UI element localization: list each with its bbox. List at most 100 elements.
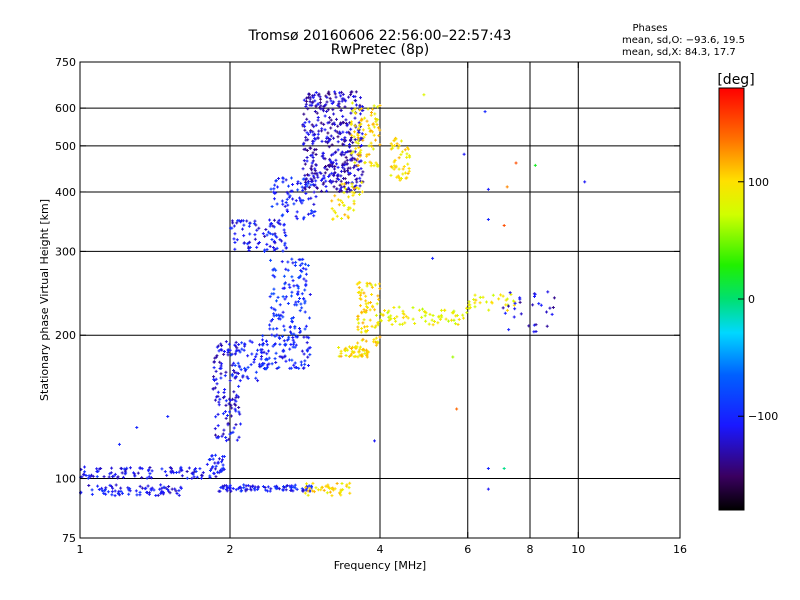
- data-point: [350, 182, 354, 186]
- data-point: [261, 338, 265, 342]
- data-point: [221, 466, 225, 470]
- data-point: [304, 138, 308, 142]
- data-point: [423, 310, 427, 314]
- data-point: [110, 484, 114, 488]
- data-point: [340, 217, 344, 221]
- data-point: [327, 145, 331, 149]
- data-point: [279, 313, 283, 317]
- data-point: [389, 165, 393, 169]
- data-point: [292, 332, 296, 336]
- data-point: [358, 304, 362, 308]
- data-point: [339, 108, 343, 112]
- data-point: [331, 488, 335, 492]
- data-point: [263, 485, 267, 489]
- data-point: [148, 491, 152, 495]
- data-point: [358, 122, 362, 126]
- data-point: [349, 151, 353, 155]
- data-point: [234, 340, 238, 344]
- data-point: [229, 403, 233, 407]
- data-point: [208, 469, 212, 473]
- data-point: [284, 488, 288, 492]
- data-point: [300, 201, 304, 205]
- data-point: [242, 223, 246, 227]
- data-point: [375, 163, 379, 167]
- data-point: [378, 104, 382, 108]
- x-tick-label: 2: [227, 543, 234, 556]
- data-point: [269, 319, 273, 323]
- data-point: [328, 116, 332, 120]
- data-point: [305, 177, 309, 181]
- data-point: [132, 471, 136, 475]
- data-point: [111, 486, 115, 490]
- data-point: [461, 316, 465, 320]
- data-point: [360, 136, 364, 140]
- data-point: [411, 317, 415, 321]
- x-tick-label: 8: [527, 543, 534, 556]
- data-point: [284, 178, 288, 182]
- data-point: [406, 172, 410, 176]
- data-point: [353, 107, 357, 111]
- data-point: [407, 169, 411, 173]
- data-point: [305, 99, 309, 103]
- data-point: [166, 488, 170, 492]
- data-point: [122, 467, 126, 471]
- data-point: [299, 269, 303, 273]
- data-point: [518, 300, 522, 304]
- data-point: [298, 275, 302, 279]
- data-point: [393, 158, 397, 162]
- data-point: [275, 367, 279, 371]
- data-point: [263, 234, 267, 238]
- data-point: [242, 234, 246, 238]
- data-point: [233, 375, 237, 379]
- data-point: [87, 484, 91, 488]
- data-point: [302, 215, 306, 219]
- data-point: [110, 490, 114, 494]
- data-point: [307, 197, 311, 201]
- data-point: [333, 167, 337, 171]
- data-point: [295, 283, 299, 287]
- data-point: [397, 144, 401, 148]
- data-point: [147, 475, 151, 479]
- data-point: [290, 317, 294, 321]
- data-point: [296, 188, 300, 192]
- data-point: [214, 475, 218, 479]
- data-point: [330, 101, 334, 105]
- data-point: [286, 210, 290, 214]
- data-point: [357, 121, 361, 125]
- data-point: [248, 232, 252, 236]
- data-point: [296, 300, 300, 304]
- data-point: [231, 487, 235, 491]
- data-point: [359, 291, 363, 295]
- data-point: [311, 151, 315, 155]
- data-point: [329, 118, 333, 122]
- data-point: [284, 342, 288, 346]
- data-point: [245, 375, 249, 379]
- data-point: [393, 317, 397, 321]
- data-point: [234, 349, 238, 353]
- data-point: [491, 293, 495, 297]
- data-point: [392, 167, 396, 171]
- data-point: [170, 487, 174, 491]
- data-point: [187, 466, 191, 470]
- data-point: [361, 321, 365, 325]
- data-point: [235, 221, 239, 225]
- data-point: [110, 493, 114, 497]
- data-point: [297, 366, 301, 370]
- data-point: [552, 296, 556, 300]
- data-point: [234, 395, 238, 399]
- data-point: [335, 130, 339, 134]
- data-point: [102, 475, 106, 479]
- data-point: [356, 163, 360, 167]
- data-point: [307, 336, 311, 340]
- data-point: [370, 144, 374, 148]
- data-point: [242, 348, 246, 352]
- data-point: [394, 137, 398, 141]
- data-point: [272, 267, 276, 271]
- data-point: [246, 354, 250, 358]
- data-point: [116, 475, 120, 479]
- data-point: [228, 484, 232, 488]
- data-point: [107, 475, 111, 479]
- y-tick-label: 750: [55, 56, 76, 69]
- data-point: [220, 434, 224, 438]
- data-point: [295, 217, 299, 221]
